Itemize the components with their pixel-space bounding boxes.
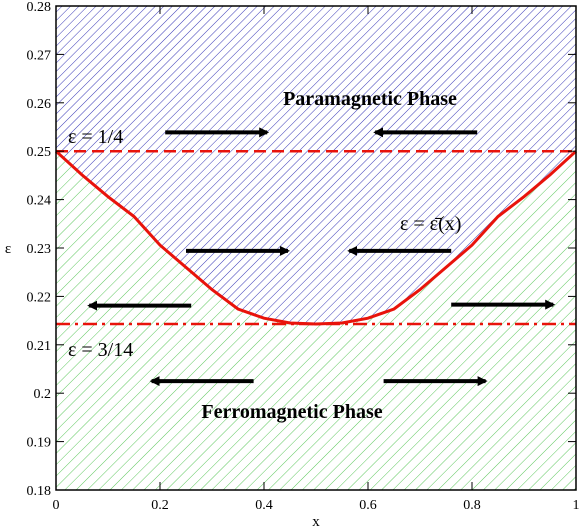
x-tick-label-5: 1 bbox=[573, 498, 580, 513]
y-tick-label-6: 0.24 bbox=[27, 194, 52, 209]
y-tick-label-9: 0.27 bbox=[27, 48, 52, 63]
y-tick-label-2: 0.2 bbox=[34, 387, 52, 402]
y-axis-title: ε bbox=[5, 241, 11, 257]
ferromagnetic-region bbox=[56, 151, 576, 490]
eps-three-fourteenths-label: ε = 3/14 bbox=[68, 339, 133, 361]
y-tick-label-8: 0.26 bbox=[27, 97, 52, 112]
paramagnetic-region bbox=[56, 6, 576, 324]
critical-curve-line bbox=[54, 150, 578, 326]
x-tick-label-4: 0.8 bbox=[463, 498, 481, 513]
y-tick-label-3: 0.21 bbox=[27, 339, 52, 354]
x-tick-label-3: 0.6 bbox=[359, 498, 377, 513]
critical-curve-label: ε = ε̄(x) bbox=[400, 213, 461, 235]
y-tick-label-0: 0.18 bbox=[27, 484, 52, 499]
x-tick-label-2: 0.4 bbox=[255, 498, 273, 513]
y-tick-label-10: 0.28 bbox=[27, 0, 52, 15]
x-tick-label-0: 0 bbox=[53, 498, 60, 513]
y-tick-label-1: 0.19 bbox=[27, 436, 52, 451]
x-tick-label-1: 0.2 bbox=[151, 498, 169, 513]
y-tick-label-7: 0.25 bbox=[27, 145, 52, 160]
y-tick-label-5: 0.23 bbox=[27, 242, 52, 257]
eps-quarter-label: ε = 1/4 bbox=[68, 126, 123, 148]
paramagnetic-phase-label: Paramagnetic Phase bbox=[283, 88, 457, 110]
ferromagnetic-phase-label: Ferromagnetic Phase bbox=[201, 401, 382, 423]
y-tick-label-4: 0.22 bbox=[27, 290, 52, 305]
x-axis-title: x bbox=[312, 514, 320, 530]
